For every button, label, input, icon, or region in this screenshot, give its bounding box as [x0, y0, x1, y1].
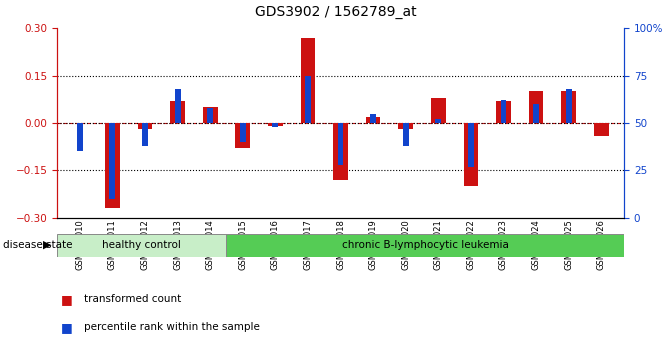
Bar	[174, 89, 180, 123]
Text: disease state: disease state	[3, 240, 73, 250]
Text: healthy control: healthy control	[102, 240, 181, 250]
Bar	[435, 119, 442, 123]
Bar	[399, 123, 413, 129]
Bar	[240, 123, 246, 142]
Bar	[272, 123, 278, 127]
Text: transformed count: transformed count	[84, 294, 181, 304]
Bar	[431, 98, 446, 123]
Bar	[403, 123, 409, 146]
Bar	[203, 107, 217, 123]
Bar	[366, 117, 380, 123]
Bar	[57, 234, 227, 257]
Bar	[496, 101, 511, 123]
Bar	[138, 123, 152, 129]
Text: ■: ■	[61, 321, 73, 334]
Bar	[142, 123, 148, 146]
Bar	[236, 123, 250, 148]
Bar	[464, 123, 478, 186]
Bar	[170, 101, 185, 123]
Text: ■: ■	[61, 293, 73, 306]
Bar	[338, 123, 344, 165]
Bar	[333, 123, 348, 180]
Bar	[370, 114, 376, 123]
Bar	[207, 108, 213, 123]
Bar	[468, 123, 474, 167]
Bar	[533, 104, 539, 123]
Bar	[301, 38, 315, 123]
Text: chronic B-lymphocytic leukemia: chronic B-lymphocytic leukemia	[342, 240, 509, 250]
Bar	[227, 234, 624, 257]
Bar	[529, 91, 544, 123]
Bar	[305, 76, 311, 123]
Bar	[501, 100, 507, 123]
Bar	[109, 123, 115, 199]
Text: ▶: ▶	[42, 240, 51, 250]
Bar	[77, 123, 83, 152]
Bar	[268, 123, 282, 126]
Text: GDS3902 / 1562789_at: GDS3902 / 1562789_at	[255, 5, 416, 19]
Bar	[105, 123, 119, 208]
Bar	[566, 89, 572, 123]
Bar	[594, 123, 609, 136]
Text: percentile rank within the sample: percentile rank within the sample	[84, 322, 260, 332]
Bar	[562, 91, 576, 123]
